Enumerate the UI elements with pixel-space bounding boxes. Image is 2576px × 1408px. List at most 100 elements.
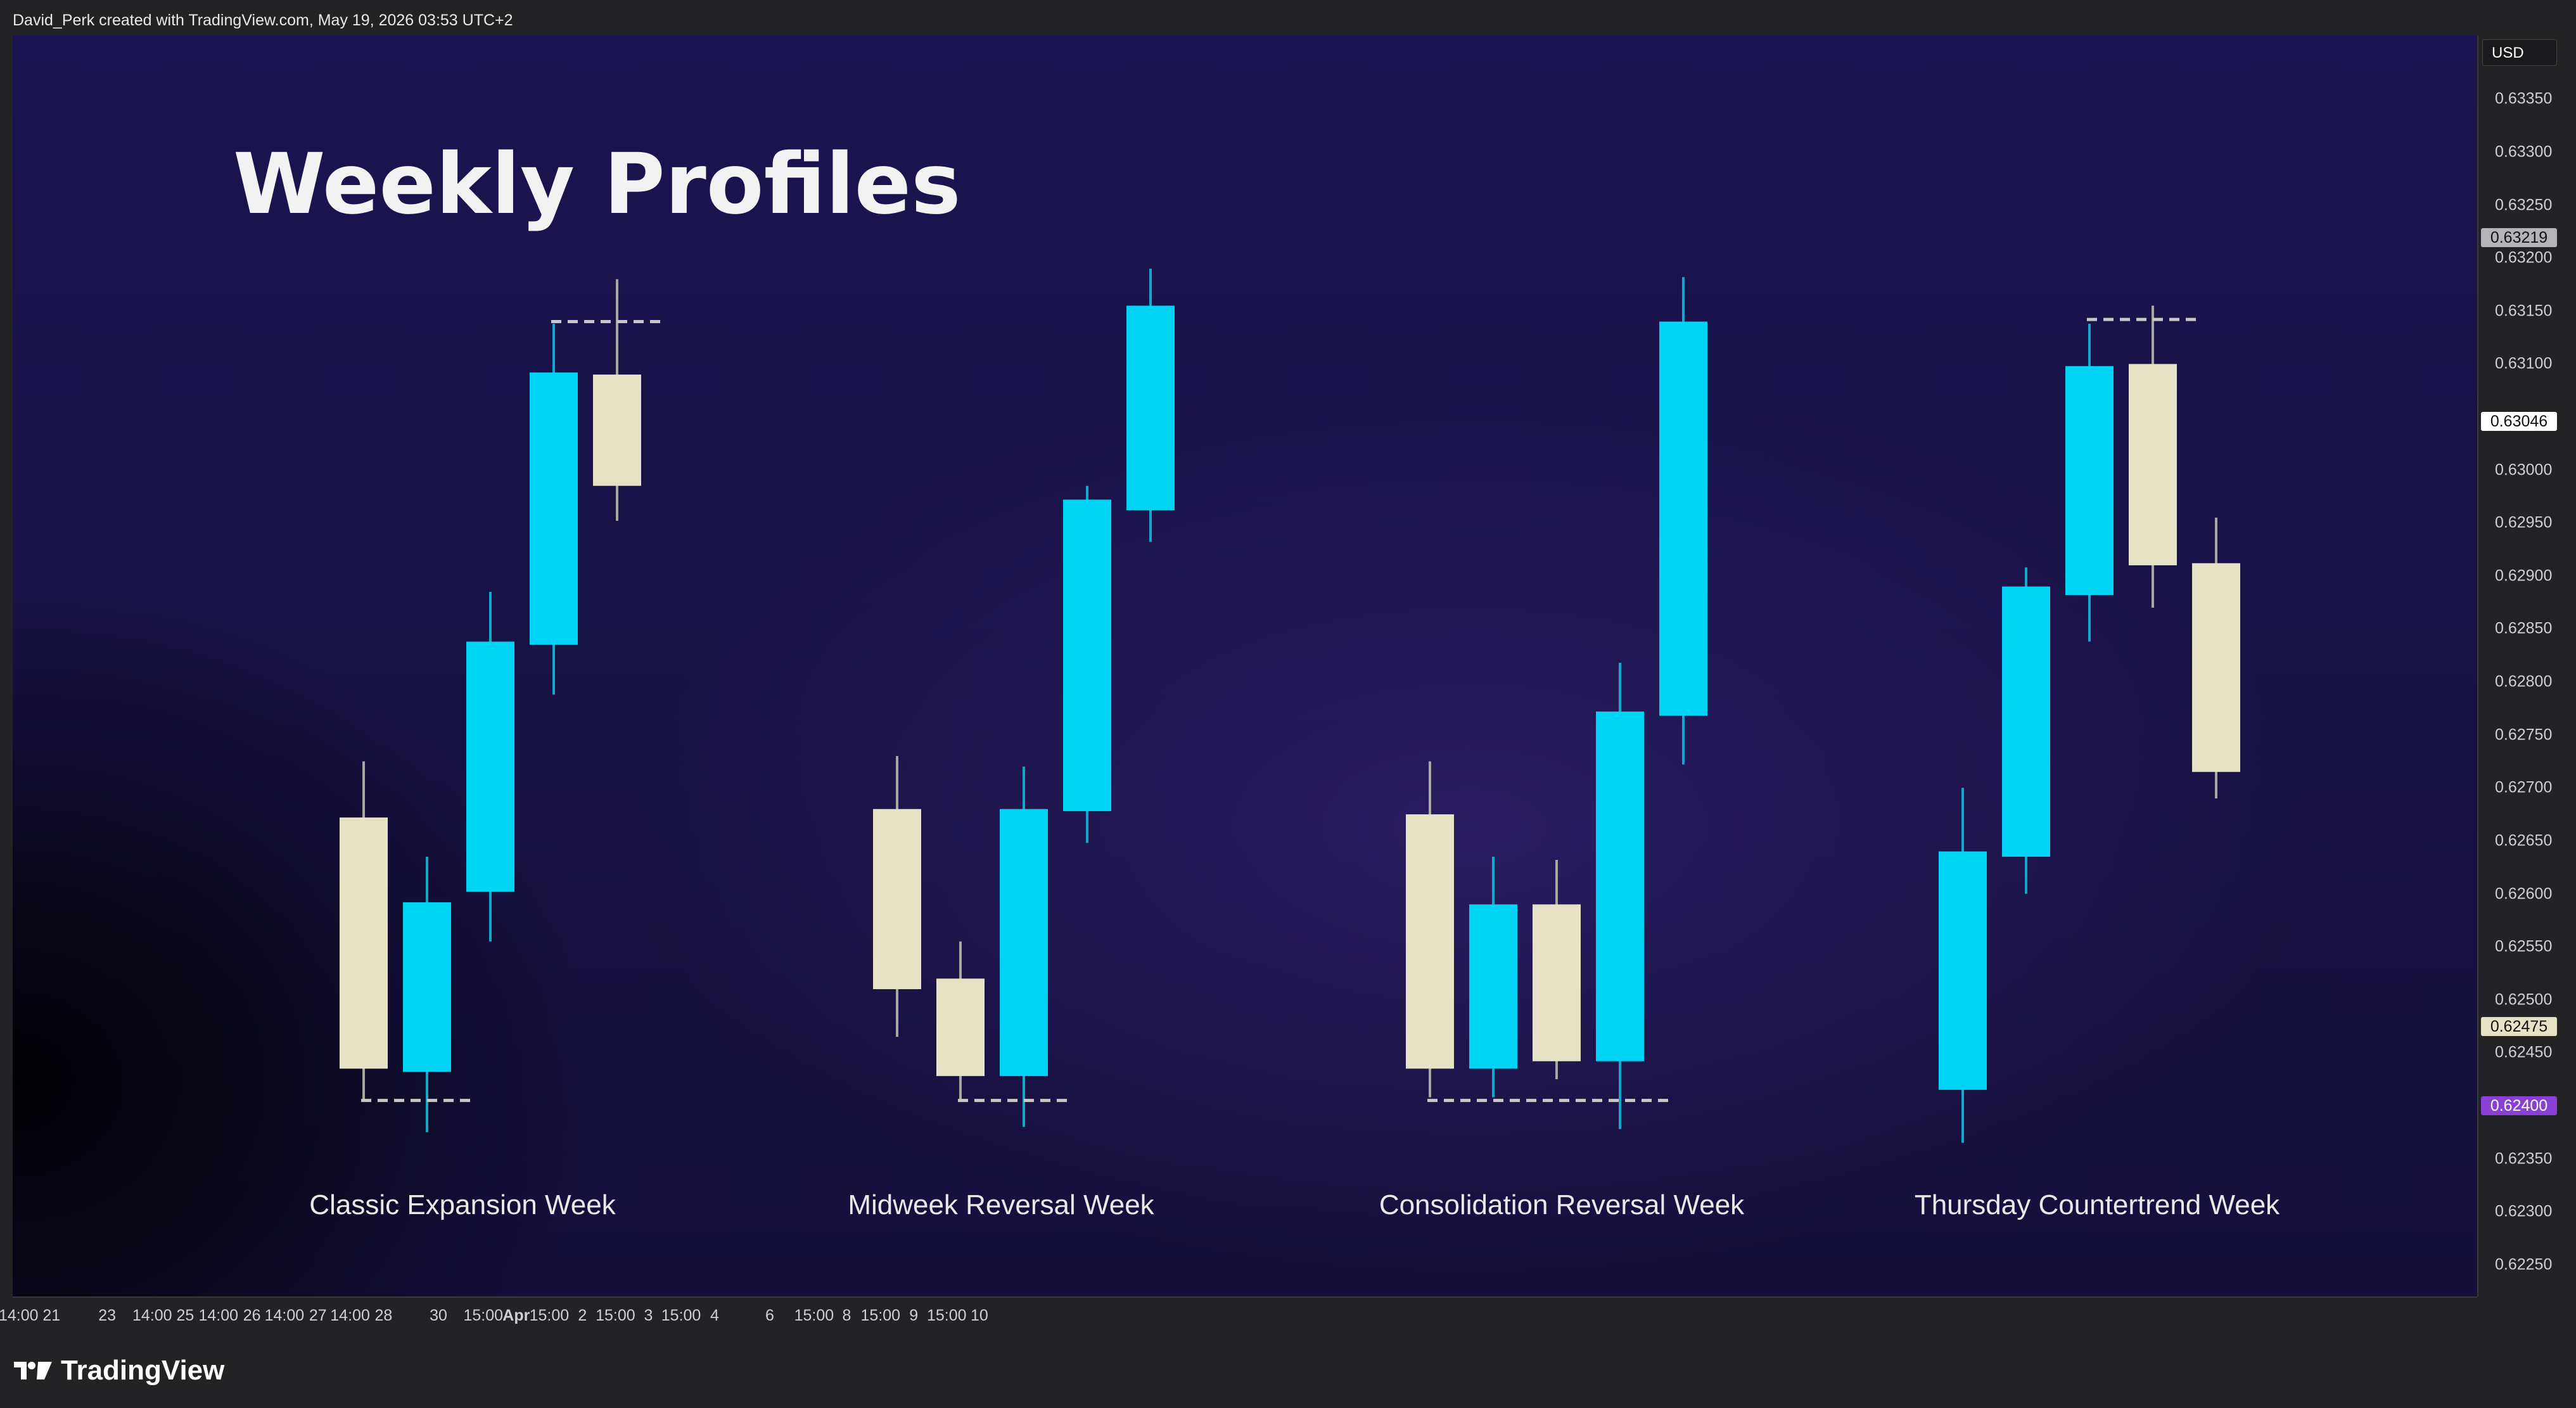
candle [1939,788,1987,1143]
bearish-candle-body [2192,563,2240,772]
candle [466,591,514,942]
bullish-candle-body [403,902,451,1072]
time-tick-label: 15:00 [661,1307,701,1324]
time-tick-label: 15:00 [596,1307,635,1324]
time-tick-label: 10 [970,1307,988,1324]
bullish-candle-body [2065,366,2114,595]
time-axis[interactable]: 14:00 21 23 14:00 25 14:00 26 14:00 27 14:00 28 30 1… [0,1296,2477,1333]
price-tick-label: 0.62550 [2495,937,2553,956]
price-tick-label: 0.62750 [2495,726,2553,744]
candle [2002,567,2050,894]
price-tick-label: 0.63300 [2495,143,2553,161]
chart-caption: David_Perk created with TradingView.com,… [13,11,513,29]
profile-label: Classic Expansion Week [309,1189,616,1220]
candle [2129,305,2177,608]
price-tick-label: 0.63000 [2495,461,2553,479]
candle [403,857,451,1132]
candle [2192,517,2240,799]
chart-title: Weekly Profiles [233,136,961,233]
currency-label[interactable]: USD [2482,39,2557,66]
price-badge: 0.63046 [2481,411,2557,431]
brand-name: TradingView [61,1355,225,1386]
price-tick-label: 0.62900 [2495,566,2553,585]
bullish-candle-body [1469,904,1517,1069]
time-tick-label: 28 [374,1307,393,1324]
bullish-candle-body [1000,809,1048,1077]
bullish-candle-body [466,641,514,892]
bullish-candle-body [1063,499,1111,812]
time-tick-label: 8 [842,1307,851,1324]
price-tick-label: 0.62850 [2495,619,2553,637]
time-tick-label: 14:00 [0,1307,39,1324]
time-tick-label: 2 [578,1307,587,1324]
candle [1000,766,1048,1127]
candle [936,941,985,1101]
time-tick-label: 4 [710,1307,719,1324]
candle [530,323,578,695]
price-tick-label: 0.63200 [2495,248,2553,267]
time-tick-label: 26 [243,1307,261,1324]
tradingview-logo-icon [14,1362,52,1379]
candle [340,761,388,1101]
price-tick-label: 0.63250 [2495,196,2553,214]
time-tick-label: Apr [502,1307,530,1324]
price-tick-label: 0.62600 [2495,885,2553,903]
bearish-candle-body [593,374,641,486]
time-tick-label: 21 [42,1307,61,1324]
levels-layer [361,317,2201,1103]
price-tick-label: 0.62950 [2495,513,2553,532]
candle [1063,485,1111,843]
candle [873,756,921,1037]
price-tick-label: 0.62250 [2495,1255,2553,1274]
price-badge: 0.63219 [2481,228,2557,248]
time-tick-label: 15:00 [529,1307,570,1324]
time-tick-label: 14:00 [330,1307,370,1324]
bearish-candle-body [340,817,388,1069]
bullish-candle-body [1596,711,1644,1061]
bearish-candle-body [873,809,921,990]
price-axis[interactable]: 0.63350 0.63300 0.63250 0.63200 0.63150 0.631… [2477,35,2576,1296]
candle [1533,860,1581,1080]
time-tick-label: 15:00 [860,1307,901,1324]
bearish-candle-body [936,978,985,1077]
price-tick-label: 0.62450 [2495,1043,2553,1061]
bearish-candle-body [1406,814,1454,1069]
bullish-candle-body [1126,305,1175,511]
time-tick-label: 9 [909,1307,919,1324]
bearish-candle-body [2129,364,2177,566]
time-tick-label: 23 [98,1307,117,1324]
time-tick-label: 14:00 [198,1307,239,1324]
tradingview-branding[interactable]: TradingView [13,1355,224,1386]
price-tick-label: 0.62650 [2495,831,2553,850]
price-tick-label: 0.63350 [2495,89,2553,108]
time-tick-label: 30 [430,1307,447,1324]
bullish-candle-body [1659,321,1707,716]
price-tick-label: 0.62800 [2495,672,2553,691]
profile-label: Thursday Countertrend Week [1915,1189,2280,1220]
candles-layer [340,268,2240,1143]
price-tick-label: 0.62700 [2495,778,2553,797]
profile-label: Consolidation Reversal Week [1379,1189,1745,1220]
time-tick-label: 25 [176,1307,194,1324]
price-tick-label: 0.63100 [2495,354,2553,373]
candle [2065,323,2114,642]
time-tick-label: 6 [765,1307,774,1324]
time-tick-label: 15:00 [463,1307,504,1324]
candle [1126,268,1175,542]
candlestick-chart[interactable]: Weekly Profiles Classic Expansion Week Mi… [13,35,2477,1296]
bullish-candle-body [530,372,578,645]
time-tick-label: 15:00 [794,1307,834,1324]
price-tick-label: 0.62350 [2495,1149,2553,1168]
time-tick-label: 14:00 [264,1307,305,1324]
time-tick-label: 3 [644,1307,653,1324]
time-tick-label: 15:00 [926,1307,967,1324]
candle [593,279,641,521]
price-tick-label: 0.62500 [2495,990,2553,1009]
candle [1469,857,1517,1098]
candle [1406,761,1454,1098]
price-tick-label: 0.63150 [2495,302,2553,320]
price-badge: 0.62400 [2481,1096,2557,1115]
candle [1596,662,1644,1129]
candle [1659,277,1707,765]
chart-area[interactable]: Weekly Profiles Classic Expansion Week Mi… [13,35,2477,1296]
